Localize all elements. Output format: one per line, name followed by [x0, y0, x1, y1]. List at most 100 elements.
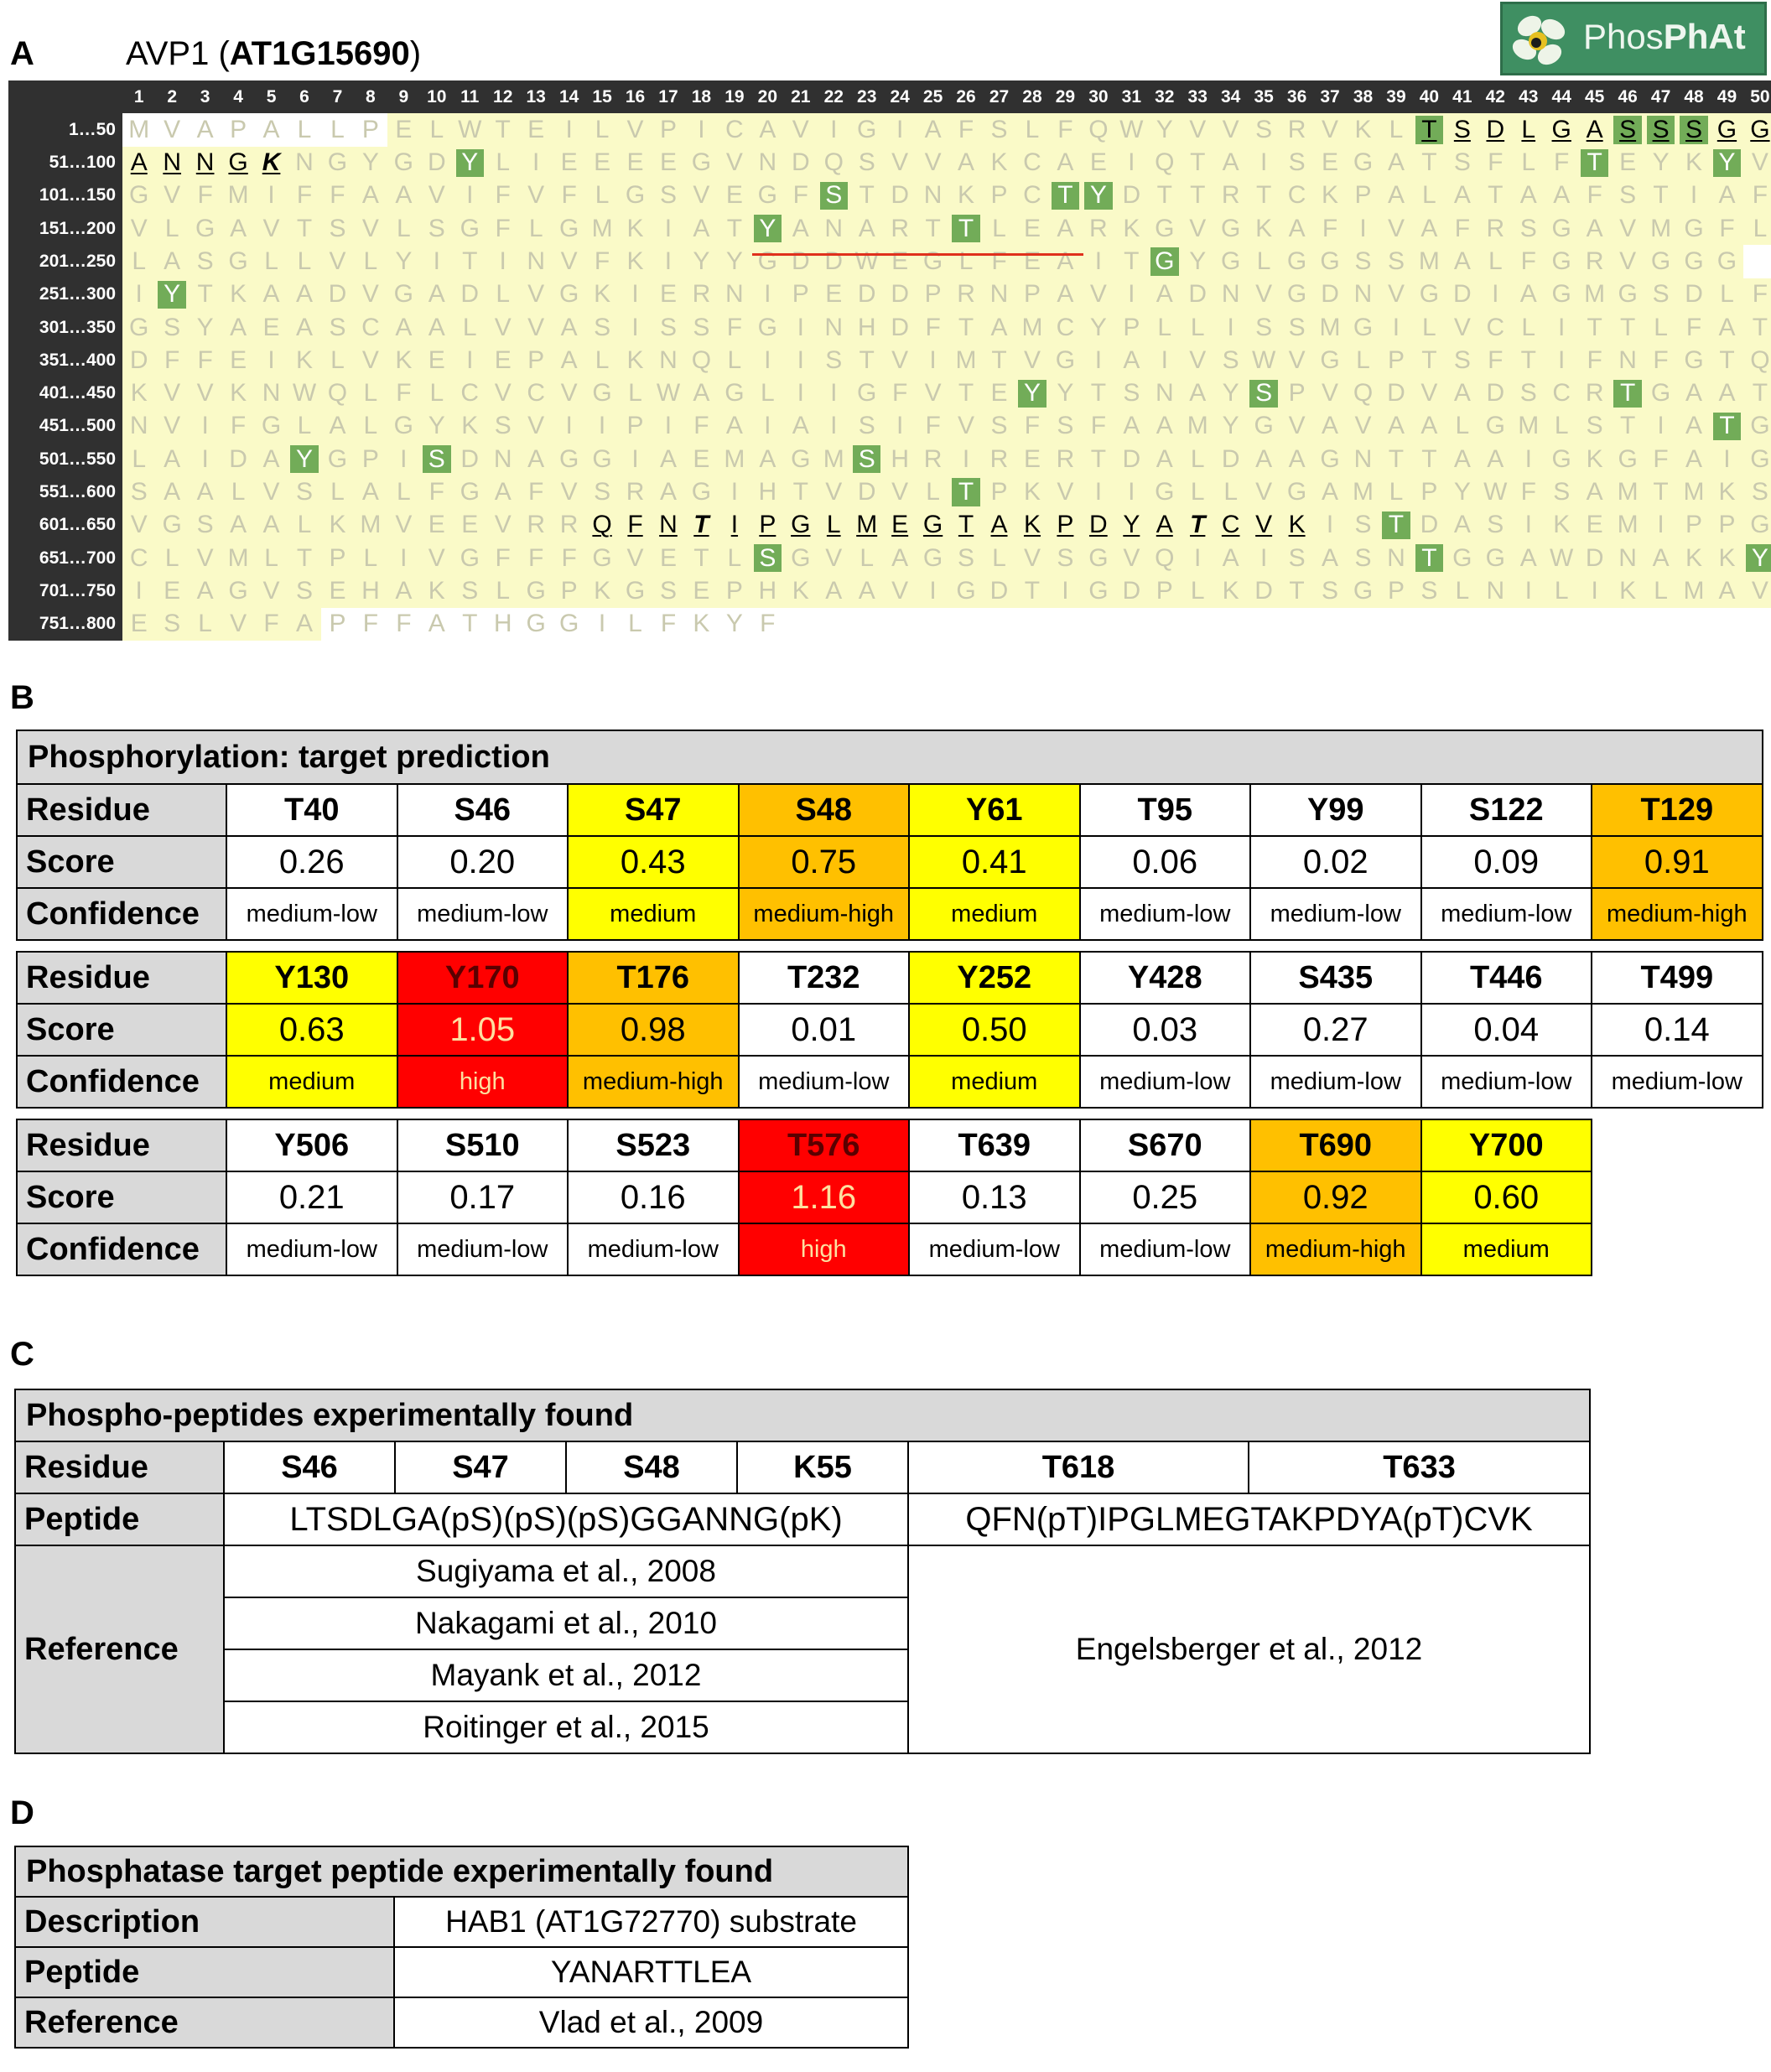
residue: G — [1082, 574, 1115, 608]
residue: I — [1644, 409, 1678, 444]
score-cell: 0.27 — [1249, 1003, 1422, 1057]
score-cell: 0.03 — [1078, 1003, 1251, 1057]
residue: E — [254, 310, 288, 345]
empty-cell — [1213, 607, 1248, 641]
residue: G — [453, 475, 486, 509]
residue: A — [188, 475, 222, 509]
residue: M — [1644, 212, 1678, 246]
score-cell: 0.63 — [226, 1003, 398, 1057]
confidence-cell: medium-low — [1249, 1055, 1422, 1109]
residue: T — [288, 541, 321, 575]
residue: Y — [354, 146, 387, 179]
residue: G — [618, 179, 652, 213]
residue: Y — [718, 607, 751, 641]
column-position: 39 — [1386, 86, 1406, 106]
residue: V — [420, 541, 454, 575]
residue: E — [817, 278, 850, 311]
residue: G — [585, 541, 619, 575]
residue: H — [750, 475, 785, 509]
residue: L — [320, 344, 355, 377]
residue: G — [1478, 409, 1513, 444]
residue: N — [982, 278, 1016, 311]
residue: A — [1677, 376, 1711, 410]
residue-cell: T633 — [1247, 1441, 1592, 1494]
column-position: 26 — [956, 86, 976, 106]
score-cell: 0.06 — [1078, 835, 1251, 889]
column-position: 18 — [691, 86, 712, 106]
residue: F — [916, 409, 950, 444]
residue: N — [718, 278, 751, 311]
residue: E — [221, 344, 255, 377]
score-cell: 0.04 — [1420, 1003, 1592, 1057]
score-cell: 0.91 — [1591, 835, 1763, 889]
residue: Y — [1181, 245, 1214, 278]
residue: E — [684, 574, 719, 608]
column-position: 43 — [1519, 86, 1539, 106]
residue: V — [1280, 344, 1314, 377]
residue: P — [354, 113, 387, 147]
score-cell: 0.21 — [226, 1171, 398, 1224]
residue: I — [949, 443, 983, 476]
residue: C — [519, 376, 553, 410]
residue: D — [1213, 443, 1248, 476]
score-cell: 0.41 — [908, 835, 1081, 889]
residue: K — [1710, 541, 1744, 575]
residue: A — [1048, 245, 1083, 278]
column-position: 23 — [857, 86, 877, 106]
residue: T — [1379, 443, 1413, 476]
residue-cell: Y428 — [1078, 951, 1251, 1005]
phosphosite-residue: Y — [453, 146, 486, 179]
residue: M — [1512, 409, 1545, 444]
residue: G — [1446, 541, 1479, 575]
residue: A — [1048, 278, 1083, 311]
residue: T — [718, 212, 751, 246]
residue: N — [254, 376, 288, 410]
residue: Q — [1346, 376, 1380, 410]
confidence-cell: medium-low — [226, 1223, 398, 1276]
residue: P — [916, 278, 950, 311]
residue: A — [1478, 443, 1513, 476]
residue: E — [652, 278, 685, 311]
residue: G — [1677, 344, 1711, 377]
residue: E — [420, 344, 454, 377]
column-position: 31 — [1121, 86, 1141, 106]
residue: L — [982, 212, 1016, 246]
score-cell: 0.13 — [908, 1171, 1081, 1224]
residue: S — [849, 146, 884, 179]
block-separator — [17, 940, 1763, 952]
residue: W — [453, 113, 486, 147]
residue-cell: S523 — [567, 1119, 740, 1172]
residue: K — [618, 245, 652, 278]
residue: T — [1082, 376, 1115, 410]
residue: S — [1346, 541, 1380, 575]
residue: S — [1446, 344, 1479, 377]
residue: G — [552, 443, 586, 476]
residue: C — [1213, 508, 1248, 542]
residue: S — [849, 409, 884, 444]
empty-cell — [1644, 607, 1678, 641]
residue: I — [817, 409, 850, 444]
column-position: 22 — [823, 86, 844, 106]
residue: I — [1478, 278, 1513, 311]
column-position: 42 — [1485, 86, 1505, 106]
residue: A — [387, 179, 421, 213]
residue: F — [1743, 278, 1771, 311]
residue: V — [1247, 475, 1280, 509]
residue: F — [1512, 475, 1545, 509]
residue-cell: Y700 — [1420, 1119, 1592, 1172]
empty-cell — [1592, 1171, 1763, 1223]
residue: G — [750, 245, 785, 278]
residue: G — [1148, 475, 1182, 509]
residue: R — [1048, 443, 1083, 476]
residue: C — [718, 113, 751, 147]
residue: G — [387, 146, 421, 179]
description-value: HAB1 (AT1G72770) substrate — [392, 1896, 910, 1948]
residue: D — [453, 443, 486, 476]
residue: V — [188, 376, 222, 410]
residue: G — [1611, 443, 1644, 476]
residue: D — [1181, 278, 1214, 311]
residue: F — [1545, 146, 1578, 179]
residue: T — [1280, 574, 1314, 608]
residue: Y — [1082, 310, 1115, 345]
residue: L — [1181, 443, 1214, 476]
